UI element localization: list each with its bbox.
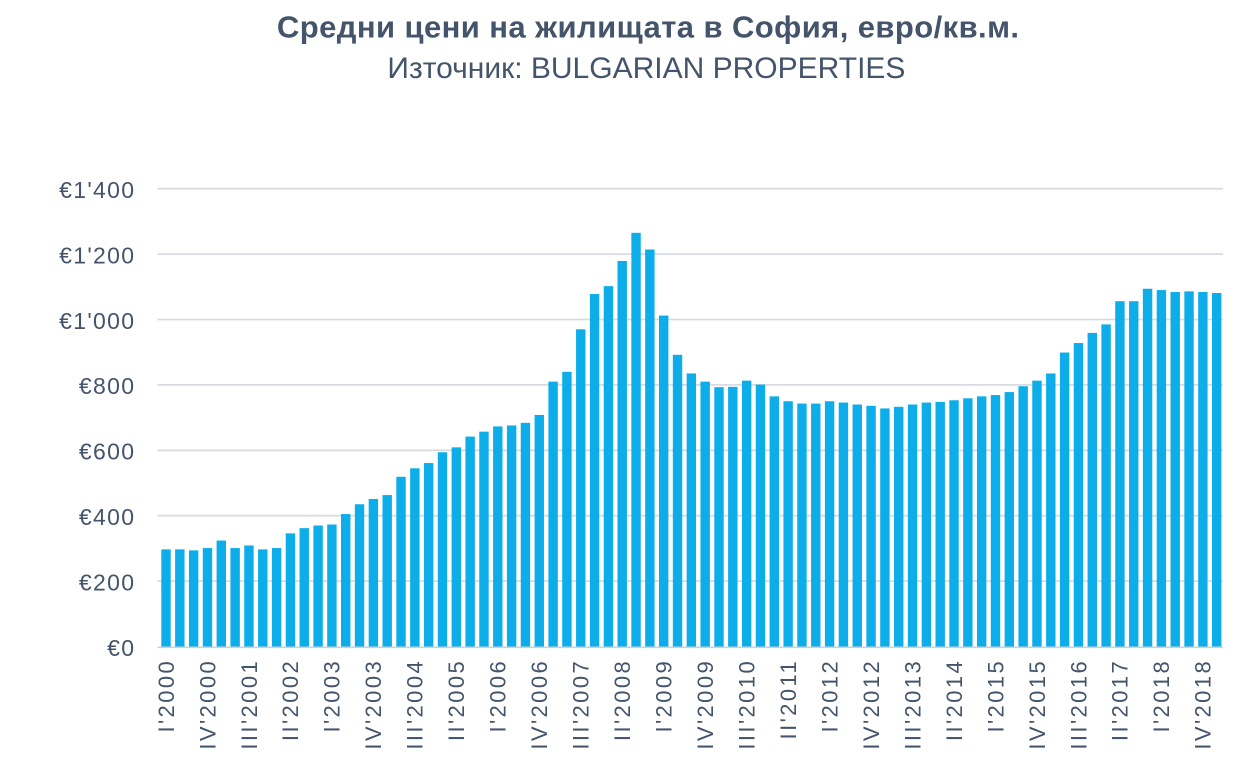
svg-text:II'2005: II'2005 <box>444 659 469 741</box>
svg-text:€600: €600 <box>79 439 135 465</box>
svg-text:€400: €400 <box>79 504 135 530</box>
svg-text:III'2010: III'2010 <box>734 659 759 750</box>
svg-text:€1'200: €1'200 <box>59 242 135 268</box>
svg-text:III'2016: III'2016 <box>1066 659 1091 750</box>
svg-text:I'2018: I'2018 <box>1149 659 1174 733</box>
svg-text:II'2008: II'2008 <box>610 659 635 741</box>
svg-text:IV'2009: IV'2009 <box>693 659 718 750</box>
svg-text:IV'2006: IV'2006 <box>527 659 552 750</box>
svg-text:Източник: BULGARIAN PROPERTIES: Източник: BULGARIAN PROPERTIES <box>387 52 905 85</box>
svg-text:III'2007: III'2007 <box>569 659 594 750</box>
svg-text:IV'2000: IV'2000 <box>195 659 220 750</box>
svg-text:IV'2003: IV'2003 <box>361 659 386 750</box>
svg-text:I'2003: I'2003 <box>320 659 345 733</box>
svg-text:I'2009: I'2009 <box>652 659 677 733</box>
svg-text:II'2002: II'2002 <box>278 659 303 741</box>
svg-text:€1'000: €1'000 <box>59 308 135 334</box>
svg-text:III'2004: III'2004 <box>403 659 428 750</box>
svg-text:III'2013: III'2013 <box>900 659 925 750</box>
svg-text:III'2001: III'2001 <box>237 659 262 750</box>
svg-text:II'2014: II'2014 <box>942 659 967 741</box>
svg-text:€1'400: €1'400 <box>59 177 135 203</box>
svg-text:I'2012: I'2012 <box>817 659 842 733</box>
svg-text:IV'2012: IV'2012 <box>859 659 884 750</box>
svg-text:II'2017: II'2017 <box>1108 659 1133 741</box>
svg-text:€200: €200 <box>79 569 135 595</box>
svg-text:IV'2018: IV'2018 <box>1191 659 1216 750</box>
svg-text:IV'2015: IV'2015 <box>1025 659 1050 750</box>
svg-text:I'2006: I'2006 <box>486 659 511 733</box>
svg-text:I'2000: I'2000 <box>154 659 179 733</box>
svg-text:Средни цени на жилищата в Софи: Средни цени на жилищата в София, евро/кв… <box>277 10 1020 45</box>
svg-text:€0: €0 <box>107 635 135 661</box>
svg-text:€800: €800 <box>79 373 135 399</box>
svg-text:II'2011: II'2011 <box>776 659 801 740</box>
svg-text:I'2015: I'2015 <box>983 659 1008 733</box>
